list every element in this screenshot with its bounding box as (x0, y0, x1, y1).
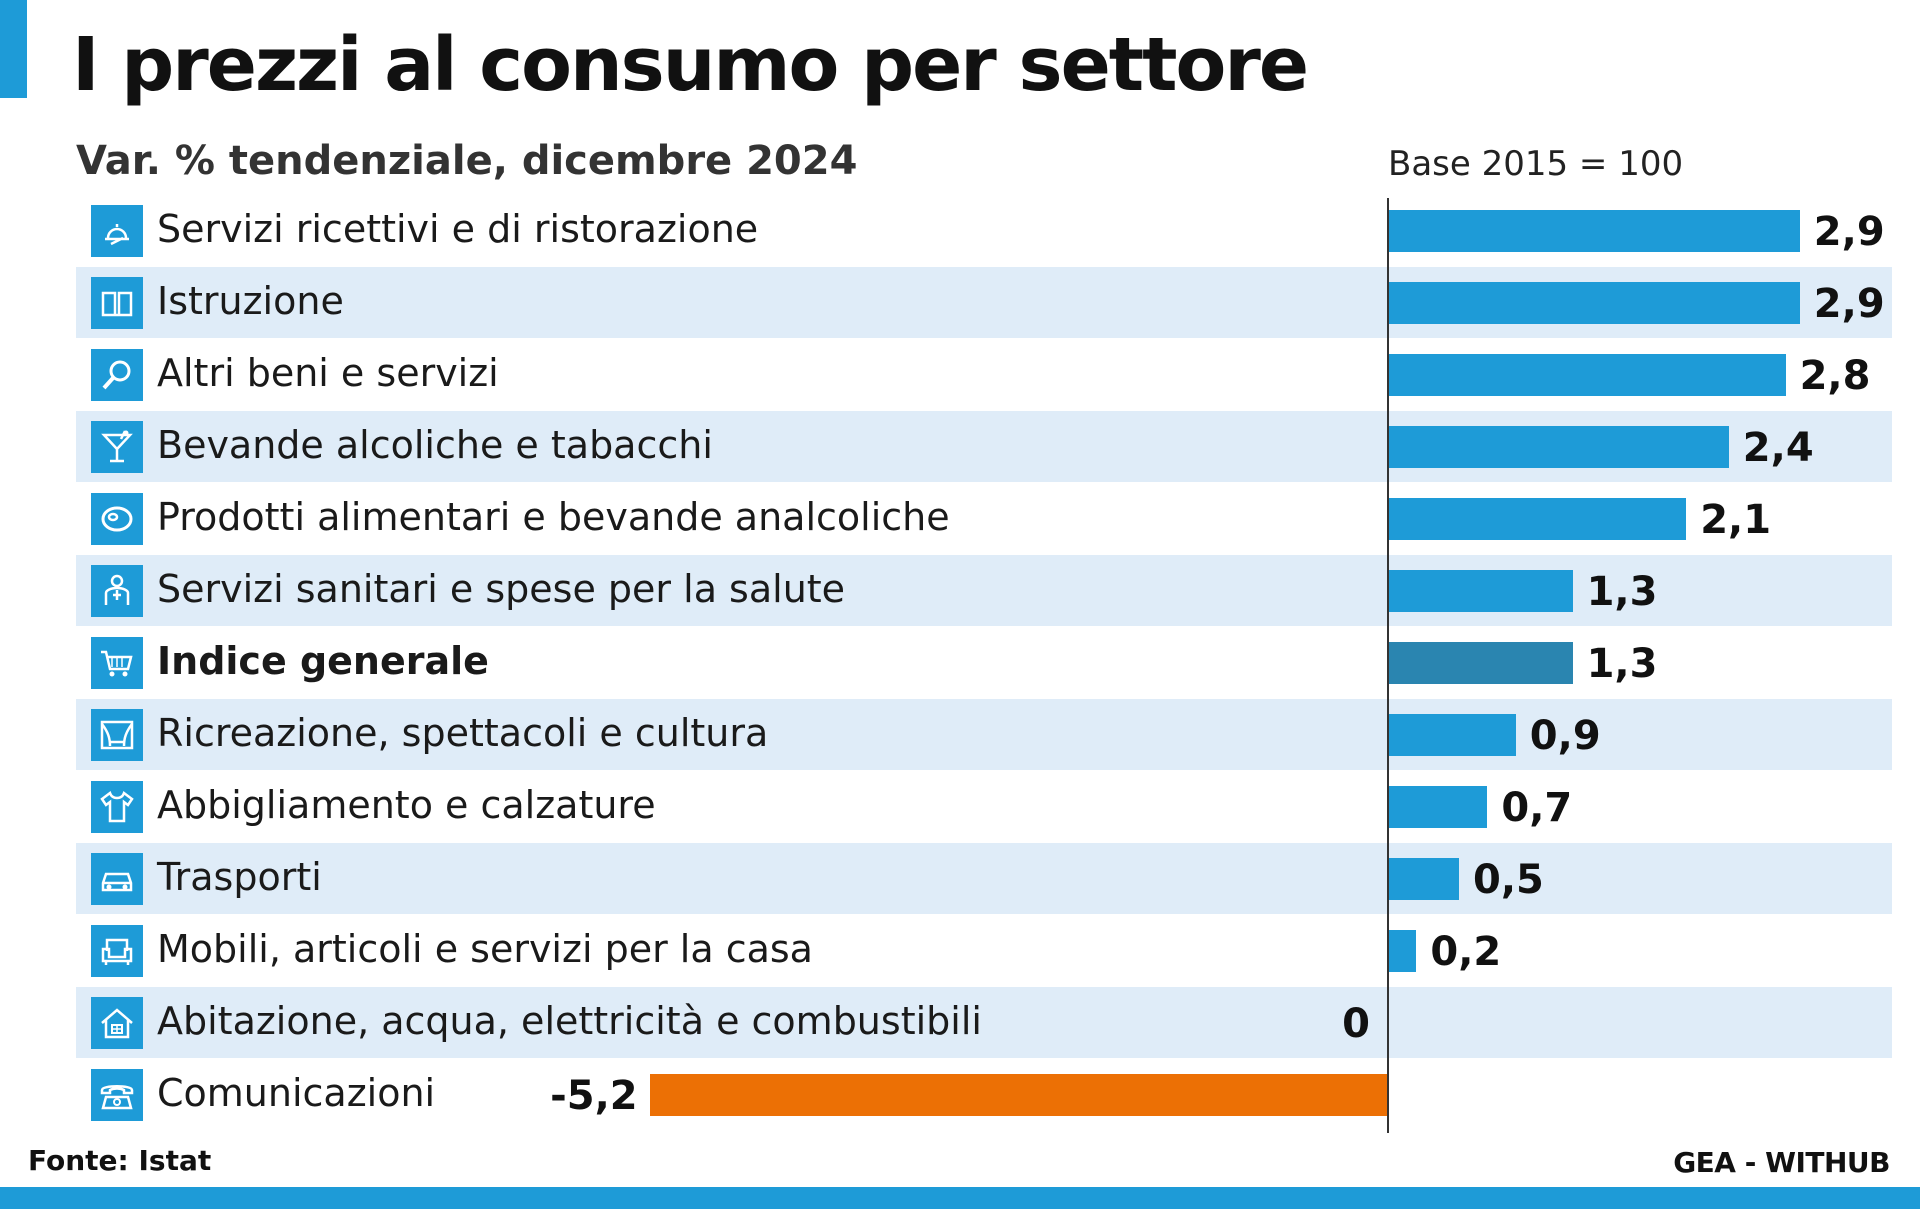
bar (1388, 785, 1488, 828)
category-label: Ricreazione, spettacoli e cultura (157, 710, 769, 755)
category-label: Altri beni e servizi (157, 350, 499, 395)
category-label: Bevande alcoliche e tabacchi (157, 422, 713, 467)
category-label: Trasporti (157, 854, 322, 899)
meat-steak-icon (91, 492, 143, 545)
category-label: Istruzione (157, 278, 344, 323)
category-label: Servizi ricettivi e di ristorazione (157, 206, 759, 251)
value-label: 2,8 (1799, 352, 1871, 399)
bar (1388, 281, 1800, 324)
magnifier-icon (91, 348, 143, 401)
row-band (76, 843, 1892, 914)
bar (649, 1073, 1388, 1116)
row-band (76, 987, 1892, 1058)
value-label: 2,9 (1813, 208, 1885, 255)
value-label: 0,9 (1529, 712, 1601, 759)
category-label: Comunicazioni (157, 1070, 436, 1115)
bottom-accent-band (0, 1187, 1920, 1209)
doctor-icon (91, 564, 143, 617)
value-label: 0,5 (1473, 856, 1544, 903)
category-label: Prodotti alimentari e bevande analcolich… (157, 494, 950, 539)
house-icon (91, 996, 143, 1049)
category-label: Indice generale (157, 638, 489, 683)
value-label: 1,3 (1586, 640, 1658, 687)
bar (1388, 929, 1417, 972)
credit-note: GEA - WITHUB (1673, 1146, 1890, 1179)
telephone-icon (91, 1068, 143, 1121)
bar (1388, 569, 1573, 612)
bar (1388, 425, 1729, 468)
category-label: Abitazione, acqua, elettricità e combust… (157, 998, 982, 1043)
car-icon (91, 852, 143, 905)
bar (1388, 713, 1516, 756)
bar (1388, 209, 1800, 252)
bar (1388, 641, 1573, 684)
shirt-icon (91, 780, 143, 833)
shopping-cart-icon (91, 636, 143, 689)
zero-axis-line (1387, 198, 1389, 1133)
armchair-icon (91, 924, 143, 977)
waiter-cloche-icon (91, 204, 143, 257)
value-label: 0,7 (1501, 784, 1573, 831)
bar (1388, 857, 1459, 900)
row-band (76, 555, 1892, 626)
chart-title: I prezzi al consumo per settore (72, 22, 1309, 108)
value-label: -5,2 (550, 1072, 638, 1119)
category-label: Abbigliamento e calzature (157, 782, 656, 827)
value-label: 1,3 (1586, 568, 1658, 615)
theater-stage-icon (91, 708, 143, 761)
value-label: 2,9 (1813, 280, 1885, 327)
cocktail-glass-icon (91, 420, 143, 473)
value-label: 0,2 (1430, 928, 1502, 975)
category-label: Servizi sanitari e spese per la salute (157, 566, 846, 611)
chart-subtitle: Var. % tendenziale, dicembre 2024 (76, 138, 858, 184)
title-accent-bar (0, 0, 27, 98)
row-band (76, 699, 1892, 770)
value-label: 2,4 (1742, 424, 1814, 471)
base-note: Base 2015 = 100 (1388, 144, 1684, 184)
source-note: Fonte: Istat (28, 1144, 212, 1177)
bar (1388, 497, 1687, 540)
value-label: 0 (1342, 1000, 1370, 1047)
category-label: Mobili, articoli e servizi per la casa (157, 926, 813, 971)
book-icon (91, 276, 143, 329)
bar (1388, 353, 1786, 396)
value-label: 2,1 (1700, 496, 1772, 543)
